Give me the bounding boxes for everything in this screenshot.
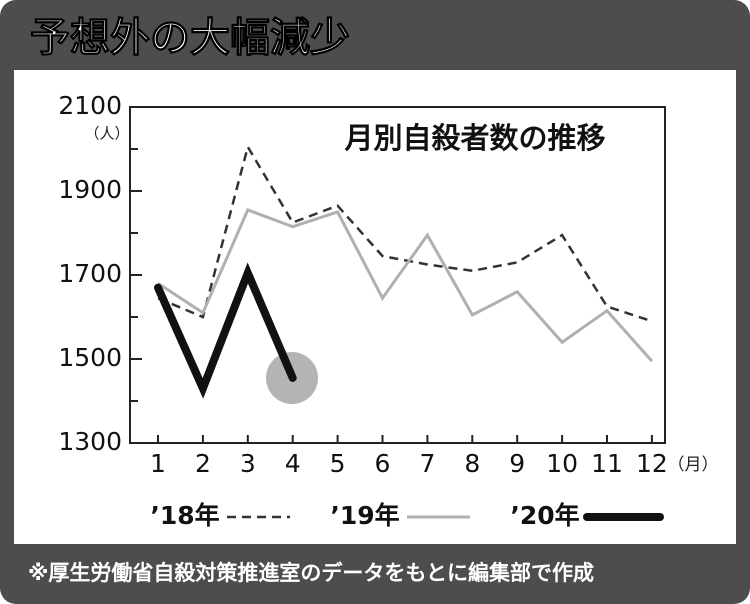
header-title: 予想外の大幅減少	[30, 15, 350, 61]
series-line	[157, 207, 654, 363]
x-tick-label: 6	[375, 449, 391, 478]
legend-label: ’20年	[510, 501, 579, 530]
x-tick-label: 4	[285, 449, 301, 478]
footnote: ※厚生労働省自殺対策推進室のデータをもとに編集部で作成	[28, 561, 594, 585]
chart-title: 月別自殺者数の推移	[343, 121, 605, 155]
x-tick-label: 11	[591, 449, 623, 478]
x-tick-label: 10	[546, 449, 578, 478]
x-tick-label: 5	[330, 449, 346, 478]
y-tick-label: 1700	[58, 259, 122, 288]
series-line	[154, 262, 297, 399]
x-tick-label: 2	[195, 449, 211, 478]
x-tick-label: 12	[636, 449, 668, 478]
y-tick-label: 1300	[58, 427, 122, 456]
x-tick-label: 7	[419, 449, 435, 478]
legend-label: ’19年	[330, 501, 399, 530]
y-tick-label: 1900	[58, 175, 122, 204]
x-unit: （月）	[668, 455, 719, 475]
y-tick-label: 2100	[58, 91, 122, 120]
x-tick-label: 9	[509, 449, 525, 478]
y-unit: （人）	[84, 125, 129, 143]
x-tick-label: 8	[464, 449, 480, 478]
y-tick-label: 1500	[58, 343, 122, 372]
series-line	[157, 143, 653, 323]
legend-label: ’18年	[150, 501, 219, 530]
x-tick-label: 1	[150, 449, 166, 478]
x-tick-label: 3	[240, 449, 256, 478]
